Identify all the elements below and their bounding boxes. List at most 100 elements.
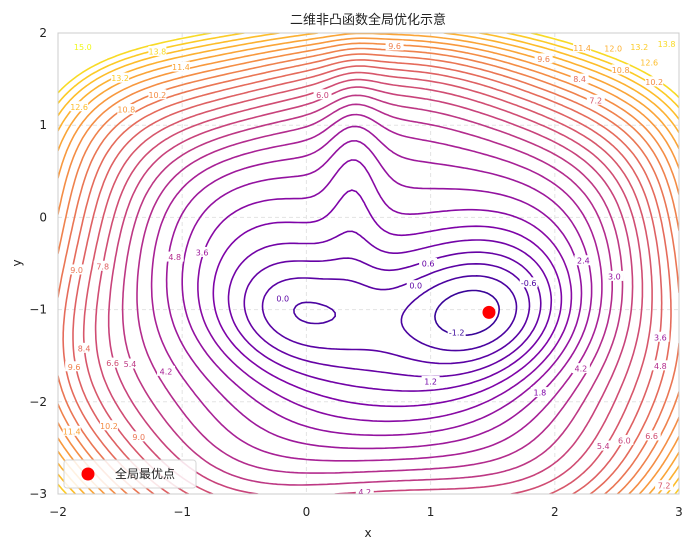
contour-label: 12.6 bbox=[70, 103, 88, 112]
contour-label-bg bbox=[148, 45, 167, 56]
contour-label-bg bbox=[73, 41, 92, 52]
contour-label-bg bbox=[99, 420, 118, 431]
contour-label: 4.2 bbox=[160, 367, 173, 376]
contour-line bbox=[136, 103, 613, 474]
contour-line bbox=[212, 189, 563, 408]
contour-label: 6.6 bbox=[645, 432, 658, 441]
contour-label: 13.8 bbox=[148, 47, 166, 56]
contour-label: 11.4 bbox=[172, 63, 190, 72]
contour-label-bg bbox=[273, 293, 292, 304]
contour-label-bg bbox=[157, 365, 176, 376]
contour-label-bg bbox=[530, 387, 549, 398]
contour-label-bg bbox=[574, 255, 593, 266]
contour-label: 5.4 bbox=[124, 360, 137, 369]
contour-label: 13.2 bbox=[111, 74, 129, 83]
contour-line bbox=[261, 263, 531, 365]
contour-label-bg bbox=[419, 258, 438, 268]
contour-line bbox=[243, 251, 542, 378]
contour-label-bg bbox=[586, 94, 605, 105]
contour-label-bg bbox=[604, 43, 623, 54]
y-axis-label: y bbox=[10, 259, 24, 266]
contour-label: 0.0 bbox=[409, 282, 422, 291]
contour-label: 7.2 bbox=[658, 482, 671, 491]
contour-label: 1.8 bbox=[534, 389, 547, 398]
contour-label-bg bbox=[573, 42, 592, 53]
contour-lines bbox=[58, 33, 679, 494]
legend: 全局最优点 bbox=[63, 459, 197, 489]
contour-label-bg bbox=[385, 40, 404, 51]
contour-label-bg bbox=[65, 361, 84, 372]
contour-label-bg bbox=[605, 270, 624, 281]
x-tick-label: 1 bbox=[427, 505, 435, 519]
contour-label: 5.4 bbox=[597, 442, 610, 451]
contour-label: 9.6 bbox=[388, 42, 401, 51]
x-tick-label: 3 bbox=[675, 505, 683, 519]
contour-label: 0.0 bbox=[276, 295, 289, 304]
contour-label: 4.2 bbox=[575, 365, 588, 374]
contour-line bbox=[62, 59, 672, 494]
contour-label: 3.0 bbox=[608, 272, 621, 281]
contour-label: 6.0 bbox=[618, 437, 631, 446]
contour-label: -1.2 bbox=[449, 329, 465, 338]
contour-label-bg bbox=[93, 260, 112, 271]
contour-label-bg bbox=[421, 376, 440, 387]
contour-label: 12.6 bbox=[640, 59, 658, 68]
contour-line bbox=[58, 33, 679, 494]
contour-label: 8.4 bbox=[78, 344, 91, 353]
contour-label: 4.2 bbox=[358, 488, 371, 497]
contour-label-bg bbox=[630, 41, 649, 52]
contour-label-bg bbox=[655, 480, 674, 491]
contour-label: 1.2 bbox=[424, 378, 437, 387]
contour-label-bg bbox=[447, 327, 466, 338]
contour-label: 9.6 bbox=[68, 363, 81, 372]
contour-label: 13.8 bbox=[658, 40, 676, 49]
contour-label: 3.6 bbox=[654, 333, 667, 342]
contour-label: 12.0 bbox=[604, 45, 622, 54]
y-tick-label: −2 bbox=[29, 395, 47, 409]
global-optimum-marker bbox=[482, 305, 496, 319]
contour-label: 2.4 bbox=[577, 257, 590, 266]
contour-label-bg bbox=[103, 357, 122, 368]
x-tick-label: −2 bbox=[49, 505, 67, 519]
legend-box bbox=[63, 459, 197, 489]
contour-label: 4.8 bbox=[168, 253, 181, 262]
contour-label-bg bbox=[193, 246, 212, 257]
contour-label-bg bbox=[121, 358, 140, 369]
contour-label-bg bbox=[62, 425, 81, 436]
y-tick-label: 1 bbox=[39, 118, 47, 132]
contour-label: 8.4 bbox=[573, 75, 586, 84]
x-tick-label: −1 bbox=[173, 505, 191, 519]
contour-label: 10.8 bbox=[117, 106, 135, 115]
contour-line bbox=[121, 94, 624, 486]
contour-label: 7.2 bbox=[589, 96, 602, 105]
contour-label-bg bbox=[129, 431, 148, 442]
contour-label: 6.6 bbox=[106, 359, 119, 368]
contour-line bbox=[58, 33, 679, 494]
x-tick-label: 2 bbox=[551, 505, 559, 519]
contour-label: 9.0 bbox=[132, 433, 145, 442]
contour-label: 7.8 bbox=[96, 262, 109, 271]
legend-marker bbox=[81, 467, 95, 481]
contour-label-bg bbox=[165, 251, 184, 262]
contour-label-bg bbox=[571, 363, 590, 374]
contour-label-bg bbox=[657, 38, 676, 49]
x-tick-label: 0 bbox=[303, 505, 311, 519]
contour-line bbox=[58, 53, 679, 494]
contour-label-bg bbox=[313, 89, 332, 100]
contour-label-bg bbox=[611, 64, 630, 75]
contour-line bbox=[107, 86, 634, 494]
contour-label-bg bbox=[570, 73, 589, 84]
contour-label-bg bbox=[67, 264, 86, 275]
plot-frame bbox=[57, 32, 680, 495]
contour-label: 9.0 bbox=[70, 266, 83, 275]
contour-label: -0.6 bbox=[521, 279, 537, 288]
contour-line bbox=[181, 140, 583, 437]
contour-label-bg bbox=[406, 280, 425, 291]
contour-label: 10.2 bbox=[645, 78, 663, 87]
contour-label-bg bbox=[594, 440, 613, 451]
contour-line bbox=[293, 275, 518, 352]
contour-label-bg bbox=[70, 101, 89, 112]
contour-label-bg bbox=[640, 57, 659, 68]
contour-label-bg bbox=[615, 435, 634, 446]
